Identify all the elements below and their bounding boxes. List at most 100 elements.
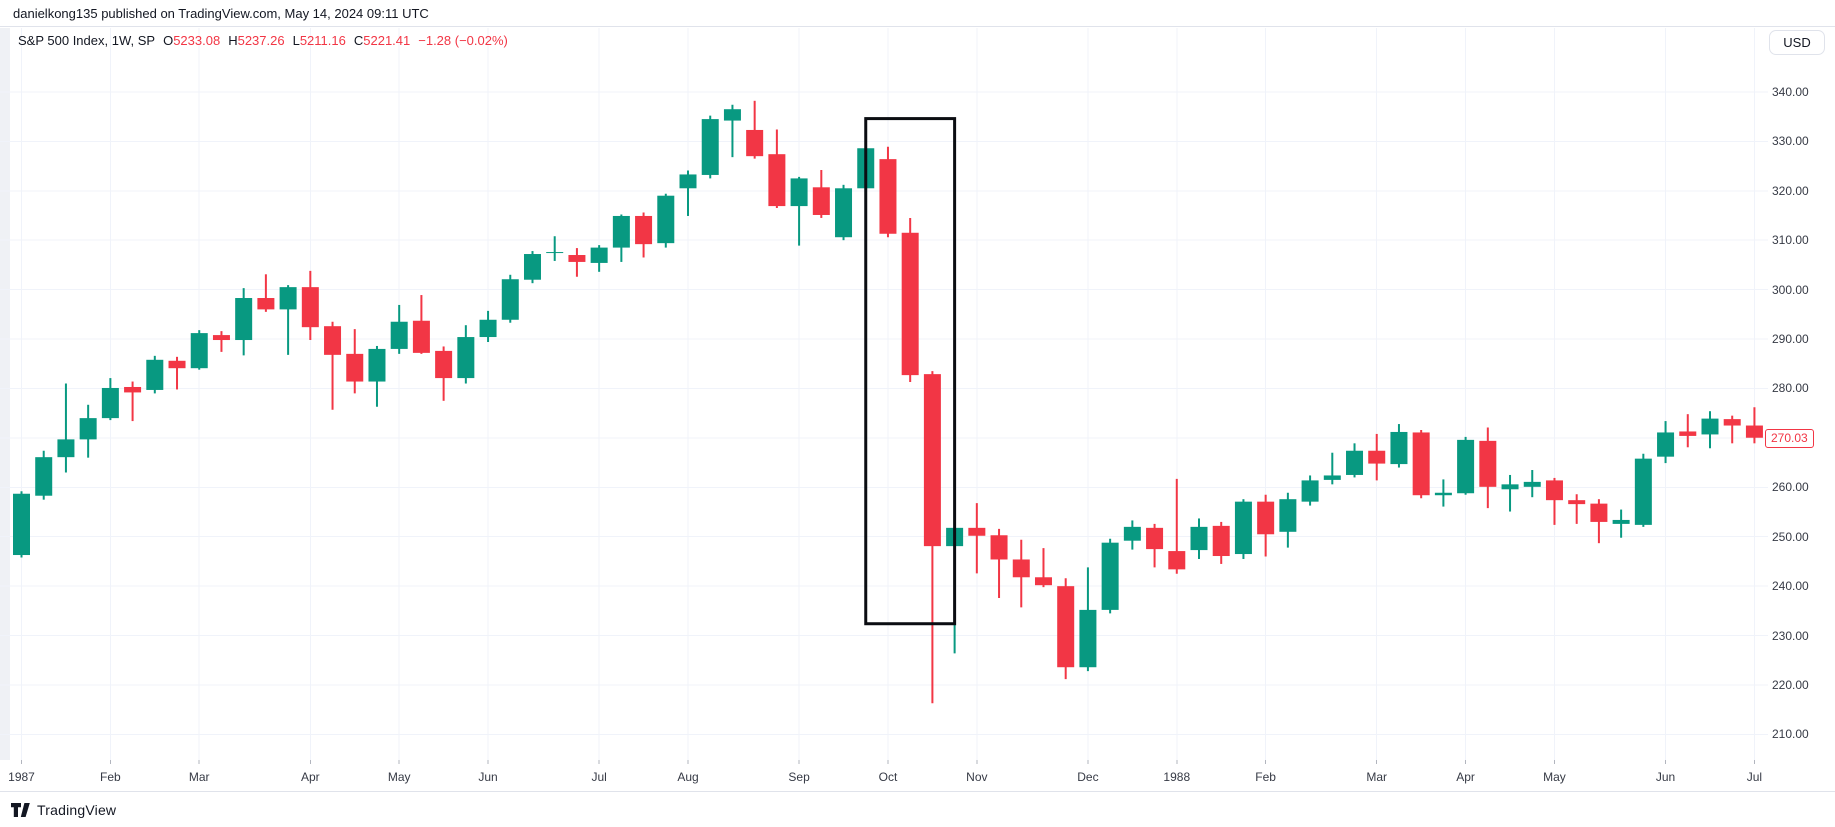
- candle-body: [1457, 439, 1475, 494]
- candle-body: [390, 321, 408, 349]
- candle-body: [1257, 501, 1275, 535]
- time-axis-label: 1987: [8, 770, 35, 784]
- legend-close-label: C: [353, 33, 364, 48]
- pane-edge-strip: [0, 28, 10, 760]
- candle-body: [1079, 609, 1097, 668]
- price-axis-label: 280.00: [1772, 381, 1809, 396]
- time-axis-label: Aug: [677, 770, 699, 784]
- candle-body: [1501, 484, 1519, 490]
- candle-body: [1434, 492, 1452, 496]
- price-axis-label: 290.00: [1772, 332, 1809, 347]
- time-axis-label: May: [1543, 770, 1566, 784]
- candle-body: [168, 360, 186, 369]
- symbol-legend[interactable]: S&P 500 Index, 1W, SP O5233.08 H5237.26 L52…: [18, 33, 508, 48]
- candle-body: [1146, 527, 1164, 550]
- tradingview-brand-text: TradingView: [37, 801, 117, 818]
- footer: TradingView: [0, 791, 1835, 827]
- candle-body: [568, 255, 586, 262]
- candle-body: [1057, 586, 1075, 668]
- candle-body: [324, 326, 342, 355]
- time-axis-label: Feb: [1255, 770, 1276, 784]
- price-axis-label: 260.00: [1772, 480, 1809, 495]
- candle-body: [1612, 519, 1630, 524]
- candle-body: [57, 439, 75, 458]
- time-axis-label: Apr: [1456, 770, 1475, 784]
- candle-body: [1723, 419, 1741, 426]
- candle-body: [35, 457, 53, 496]
- candle-body: [746, 129, 764, 157]
- crash-highlight-rectangle[interactable]: [864, 117, 957, 626]
- legend-open-value: 5233.08: [173, 33, 221, 48]
- candle-body: [1234, 501, 1252, 555]
- candle-body: [1568, 500, 1586, 505]
- candle-body: [679, 174, 697, 189]
- price-axis-label: 250.00: [1772, 529, 1809, 544]
- candle-body: [146, 359, 164, 390]
- candle-body: [1412, 432, 1430, 496]
- candle-body: [1390, 431, 1408, 465]
- candle-body: [1679, 431, 1697, 436]
- time-axis[interactable]: 1987 Feb Mar Apr May Jun Jul Aug Sep Oct Nov Dec 198…: [0, 760, 1835, 791]
- candle-body: [1012, 559, 1030, 578]
- price-axis-label: 310.00: [1772, 233, 1809, 248]
- publish-header: danielkong135 published on TradingView.c…: [0, 0, 1835, 27]
- time-axis-label: Oct: [878, 770, 898, 784]
- candle-body: [901, 232, 919, 376]
- legend-low-value: 5211.16: [299, 33, 346, 48]
- price-axis-label: 330.00: [1772, 134, 1809, 149]
- candle-body: [79, 418, 97, 440]
- candle-body: [235, 298, 253, 341]
- candle-body: [1190, 526, 1208, 551]
- candle-body: [1634, 458, 1652, 525]
- candle-body: [412, 320, 430, 353]
- candle-body: [1479, 440, 1497, 487]
- last-price-label: 270.03: [1765, 429, 1814, 448]
- candle-body: [1301, 480, 1319, 502]
- candle-body: [257, 298, 275, 310]
- time-axis-label: Mar: [188, 770, 210, 784]
- candle-body: [1346, 450, 1364, 475]
- candle-body: [990, 535, 1008, 560]
- candle-body: [1034, 577, 1052, 586]
- candle-body: [1123, 526, 1141, 541]
- legend-high-value: 5237.26: [237, 33, 285, 48]
- legend-close-value: 5221.41: [363, 33, 411, 48]
- time-axis-label: Apr: [300, 770, 320, 784]
- candle-body: [768, 154, 786, 207]
- legend-high-label: H: [228, 33, 238, 48]
- candle-body: [701, 119, 719, 175]
- candle-body: [1168, 551, 1186, 570]
- time-axis-label: Dec: [1077, 770, 1099, 784]
- candle-body: [501, 279, 519, 320]
- candle-body: [457, 337, 475, 379]
- candle-body: [612, 215, 630, 248]
- candle-body: [1368, 450, 1386, 464]
- candle-body: [1657, 432, 1675, 457]
- legend-low-label: L: [292, 33, 300, 48]
- candle-body: [1523, 481, 1541, 487]
- legend-symbol-title: S&P 500 Index, 1W, SP: [18, 33, 156, 48]
- candle-body: [657, 195, 675, 244]
- tradingview-logo-icon: [11, 802, 30, 817]
- candle-body: [1590, 503, 1608, 522]
- candle-body: [790, 178, 808, 207]
- candle-body: [968, 527, 986, 536]
- candle-body: [635, 215, 653, 245]
- price-axis-label: 210.00: [1772, 727, 1809, 742]
- candle-body: [435, 350, 453, 379]
- candle-body: [812, 187, 830, 215]
- time-axis-label: Sep: [788, 770, 810, 784]
- candle-body: [1101, 542, 1119, 610]
- currency-button[interactable]: USD: [1769, 30, 1825, 55]
- time-axis-label: Mar: [1366, 770, 1388, 784]
- candle-body: [1212, 525, 1230, 557]
- candle-body: [13, 493, 30, 556]
- candle-body: [879, 159, 897, 234]
- price-axis[interactable]: 340.00 330.00 320.00 310.00 300.00 290.00 280.…: [0, 0, 1835, 791]
- price-axis-label: 230.00: [1772, 628, 1809, 643]
- candle-body: [101, 387, 119, 419]
- candle-body: [590, 247, 608, 263]
- publish-info: danielkong135 published on TradingView.c…: [13, 6, 429, 21]
